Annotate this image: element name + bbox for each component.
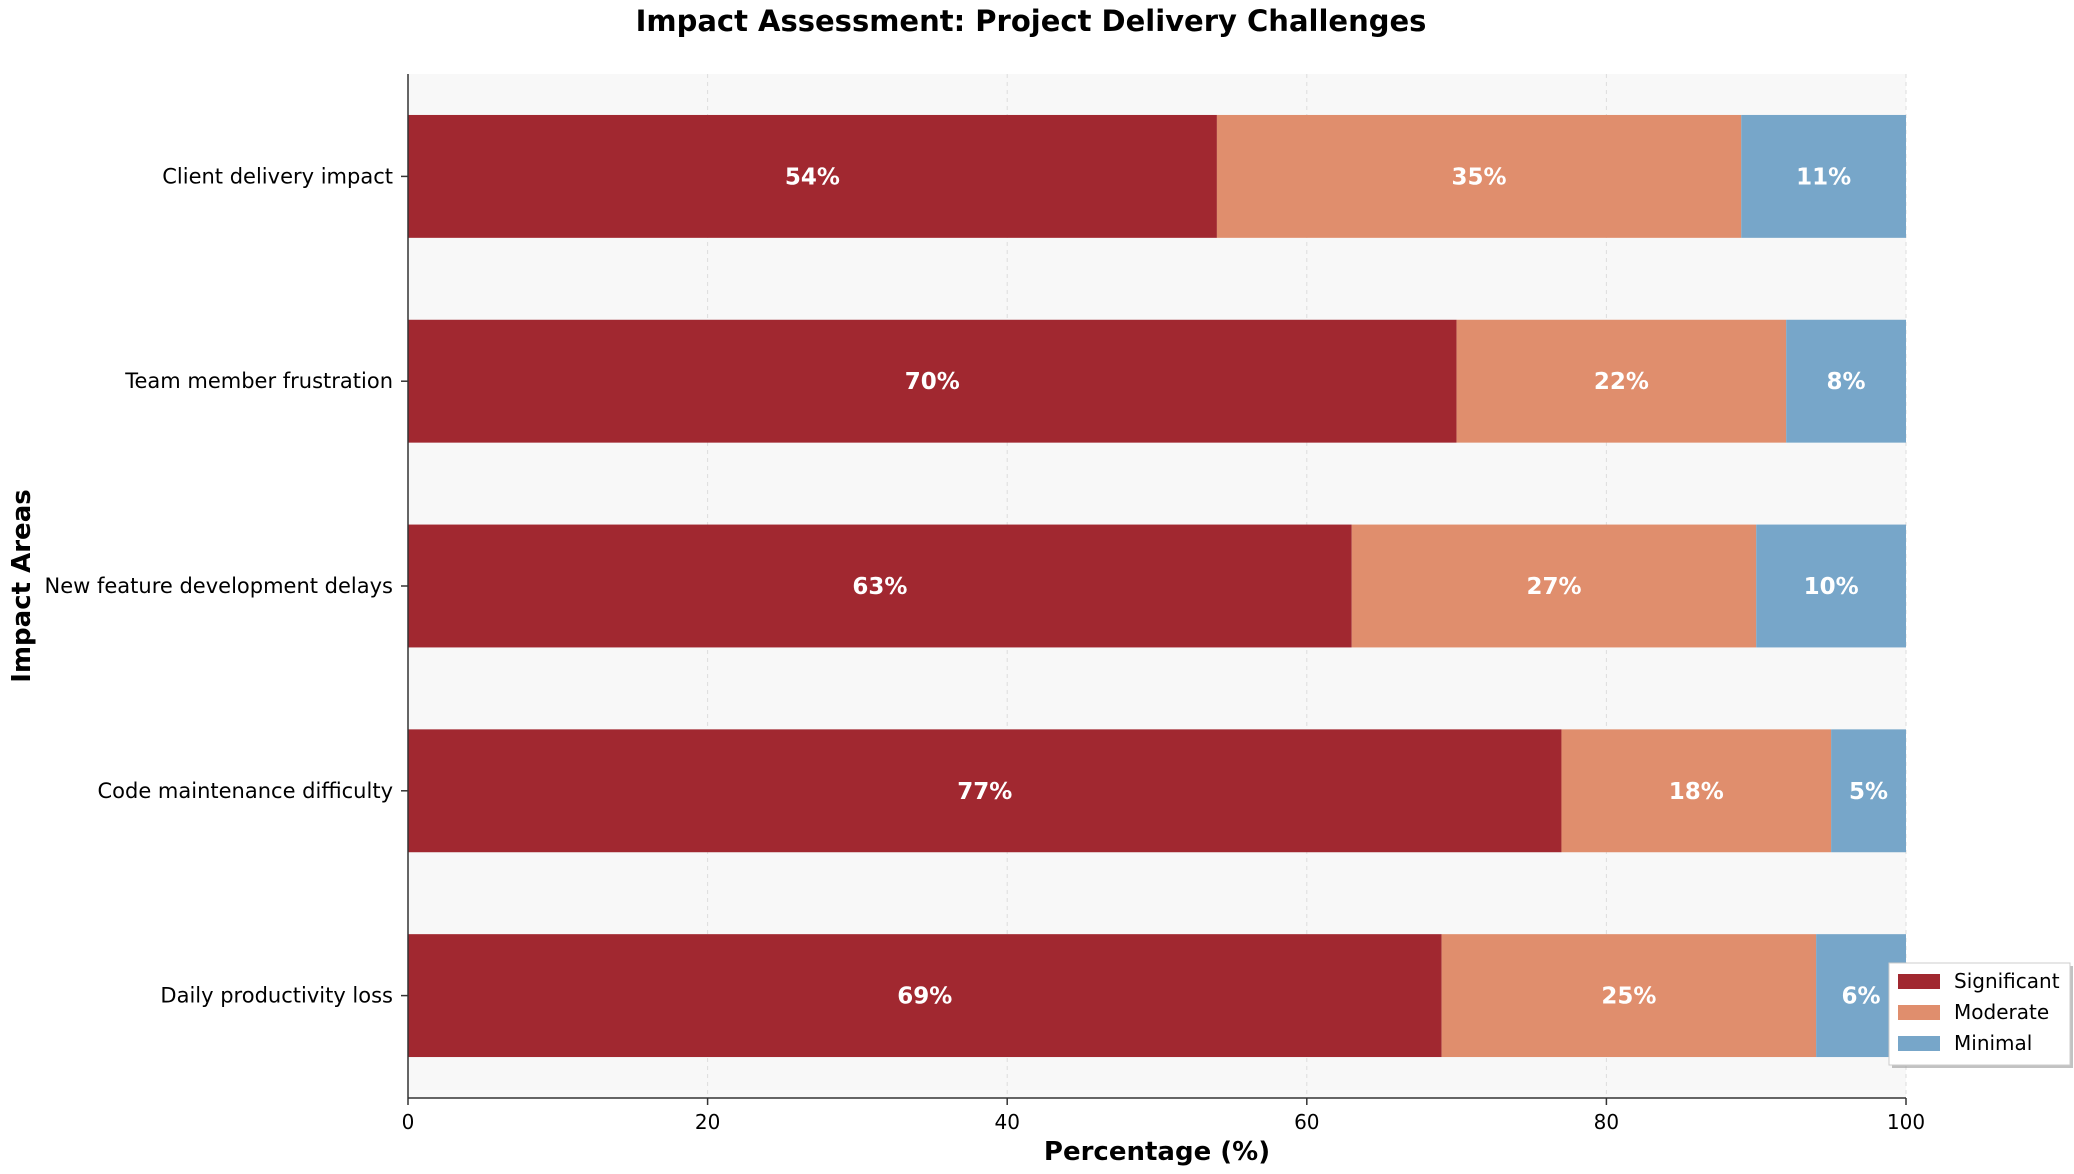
x-axis-label: Percentage (%) (1044, 1137, 1270, 1167)
bars (408, 114, 1906, 1058)
bar-significant (408, 729, 1562, 853)
bar-value-label: 27% (1526, 574, 1581, 600)
legend-label: Significant (1954, 969, 2060, 993)
bar-value-label: 35% (1452, 164, 1507, 190)
x-tick-label: 0 (402, 1110, 415, 1134)
bar-minimal (1756, 524, 1906, 648)
y-axis-label: Impact Areas (7, 489, 37, 682)
category-label: New feature development delays (45, 574, 394, 598)
legend-swatch (1898, 1036, 1940, 1051)
bar-value-label: 22% (1594, 369, 1649, 395)
bar-minimal (1831, 729, 1906, 853)
bar-value-label: 18% (1669, 779, 1724, 805)
x-tick-label: 20 (695, 1110, 720, 1134)
bar-moderate (1441, 934, 1817, 1058)
bar-significant (408, 934, 1442, 1058)
bar-value-label: 8% (1827, 369, 1866, 395)
bar-value-label: 70% (905, 369, 960, 395)
bar-labels: 54% 35% 11% 70% 22% 8% 63% 27% 10% 77% 18% 5% 69% 25%… (785, 164, 1888, 1009)
x-tick-label: 80 (1594, 1110, 1619, 1134)
legend-swatch (1898, 1005, 1940, 1020)
legend-label: Minimal (1954, 1031, 2032, 1055)
chart-title: Impact Assessment: Project Delivery Chal… (636, 4, 1427, 38)
category-label: Code maintenance difficulty (97, 779, 393, 803)
bar-minimal (1786, 319, 1906, 443)
bar-moderate (1561, 729, 1832, 853)
bar-value-label: 5% (1849, 779, 1888, 805)
bar-significant (408, 114, 1217, 238)
category-label: Client delivery impact (162, 164, 393, 188)
bar-moderate (1351, 524, 1757, 648)
category-label: Team member frustration (124, 369, 393, 393)
bar-value-label: 54% (785, 164, 840, 190)
bar-value-label: 6% (1842, 984, 1881, 1010)
bar-value-label: 11% (1796, 164, 1851, 190)
legend-label: Moderate (1954, 1000, 2049, 1024)
x-ticks: 0 20 40 60 80 100 (402, 1098, 1925, 1134)
bar-value-label: 25% (1601, 984, 1656, 1010)
legend-swatch (1898, 974, 1940, 989)
bar-value-label: 10% (1804, 574, 1859, 600)
bar-value-label: 77% (957, 779, 1012, 805)
bar-value-label: 69% (897, 984, 952, 1010)
bar-value-label: 63% (852, 574, 907, 600)
x-tick-label: 100 (1887, 1110, 1925, 1134)
x-tick-label: 40 (994, 1110, 1019, 1134)
y-ticks: Client delivery impact Team member frustr… (45, 164, 408, 1008)
legend: Significant Moderate Minimal (1888, 962, 2073, 1068)
bar-minimal (1741, 114, 1906, 238)
bar-significant (408, 524, 1352, 648)
category-label: Daily productivity loss (160, 984, 393, 1008)
bar-significant (408, 319, 1457, 443)
bar-moderate (1456, 319, 1787, 443)
x-tick-label: 60 (1294, 1110, 1319, 1134)
bar-moderate (1216, 114, 1742, 238)
